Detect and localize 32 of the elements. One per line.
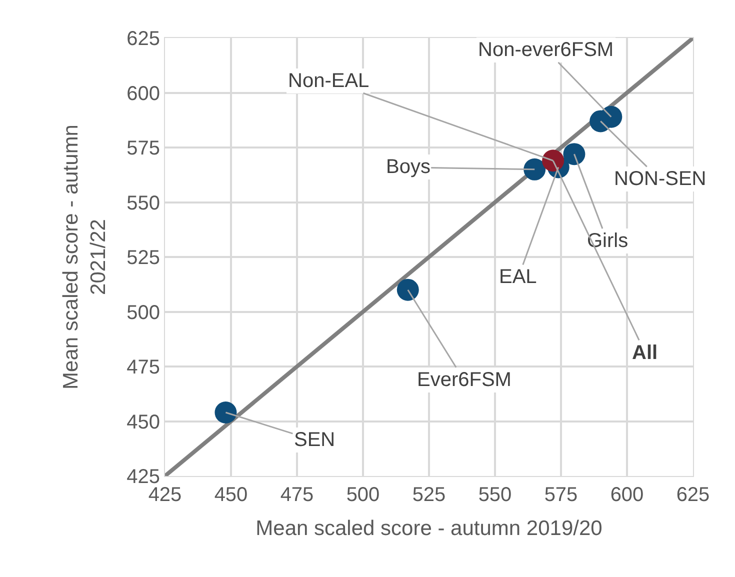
point — [524, 158, 546, 180]
point — [214, 401, 237, 424]
point — [542, 150, 564, 172]
y-tick-label: 575 — [126, 138, 160, 160]
point — [396, 278, 419, 301]
annotation: Girls — [587, 230, 628, 252]
annotation: Non-EAL — [288, 70, 370, 92]
y-tick-label: 450 — [126, 411, 160, 434]
y-tick-label: 550 — [126, 192, 160, 214]
annotation: Ever6FSM — [417, 369, 512, 391]
x-tick-label: 450 — [214, 484, 248, 506]
x-tick-label: 475 — [280, 484, 314, 506]
x-tick-label: 500 — [346, 484, 380, 506]
y-tick-label: 525 — [126, 247, 160, 269]
y-tick-label: 600 — [126, 82, 160, 105]
y-tick-label: 625 — [126, 28, 160, 50]
annotation: SEN — [294, 429, 336, 451]
x-tick-label: 550 — [478, 484, 512, 506]
y-tick-label: 475 — [126, 356, 160, 378]
x-tick-label: 600 — [610, 484, 644, 506]
annotation: Boys — [386, 156, 430, 178]
point — [563, 143, 586, 166]
x-tick-label: 525 — [412, 484, 446, 506]
annotation: EAL — [499, 266, 537, 288]
x-tick-label: 575 — [544, 484, 578, 506]
annotation: All — [632, 342, 658, 364]
x-tick-label: 625 — [676, 484, 710, 506]
y-tick-label: 500 — [126, 302, 160, 324]
annotation: Non-ever6FSM — [478, 39, 614, 61]
y-axis-title: Mean scaled score - autumn 2021/22 — [59, 124, 110, 390]
x-axis-title: Mean scaled score - autumn 2019/20 — [256, 517, 602, 540]
annotation: NON-SEN — [614, 168, 706, 190]
